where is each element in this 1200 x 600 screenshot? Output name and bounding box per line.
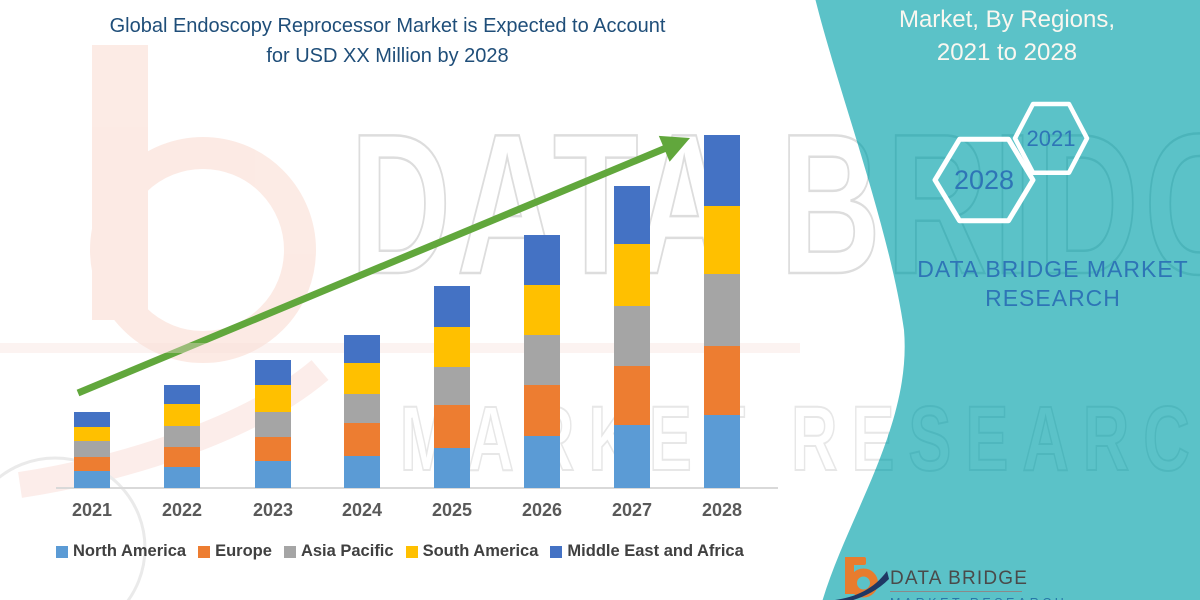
legend-swatch-europe <box>198 545 211 558</box>
panel-brand-text: DATA BRIDGE MARKET RESEARCH <box>880 255 1200 313</box>
bar-segment-middle-east-and-africa-2028 <box>704 135 740 206</box>
legend-item-asia-pacific: Asia Pacific <box>283 542 394 561</box>
bar-segment-south-america-2022 <box>164 404 200 426</box>
legend-swatch-middle-east-and-africa <box>550 545 563 558</box>
bar-segment-south-america-2023 <box>255 385 291 412</box>
bar-segment-asia-pacific-2021 <box>74 441 110 457</box>
bar-segment-asia-pacific-2024 <box>344 394 380 423</box>
bar-segment-north-america-2028 <box>704 415 740 488</box>
plot-area: 2021 2022 2023 2024 2025 2026 2027 2028 <box>71 135 743 520</box>
legend-label-asia-pacific: Asia Pacific <box>300 542 394 560</box>
bar-segment-middle-east-and-africa-2027 <box>614 186 650 244</box>
data-bridge-b-icon <box>835 557 889 600</box>
panel-heading-line2: 2021 to 2028 <box>936 39 1078 66</box>
trend-arrow <box>76 135 690 397</box>
bar-segment-south-america-2028 <box>704 206 740 274</box>
bar-2024 <box>344 335 380 488</box>
bar-segment-north-america-2023 <box>255 461 291 488</box>
faint-circle-watermark <box>0 456 147 600</box>
legend-swatch-asia-pacific <box>283 545 296 558</box>
legend-item-middle-east-and-africa: Middle East and Africa <box>550 542 744 561</box>
bar-2028 <box>704 135 740 488</box>
legend-swatch-south-america <box>405 545 418 558</box>
hexagon-2021-label: 2021 <box>1027 126 1076 151</box>
bar-segment-asia-pacific-2027 <box>614 306 650 366</box>
legend-label-middle-east-and-africa: Middle East and Africa <box>567 542 744 560</box>
legend-item-north-america: North America <box>56 542 186 561</box>
bar-segment-europe-2027 <box>614 366 650 425</box>
footer-logo-name: DATA BRIDGE <box>890 568 1029 589</box>
bar-segment-north-america-2024 <box>344 456 380 488</box>
bar-segment-south-america-2024 <box>344 363 380 394</box>
bar-segment-asia-pacific-2026 <box>524 335 560 385</box>
bar-segment-south-america-2026 <box>524 285 560 335</box>
bar-segment-europe-2023 <box>255 437 291 461</box>
x-axis-label-2022: 2022 <box>161 500 203 520</box>
bar-segment-middle-east-and-africa-2021 <box>74 412 110 427</box>
bar-segment-north-america-2027 <box>614 425 650 488</box>
legend: North America Europe Asia Pacific South Ame… <box>56 542 744 561</box>
x-axis-label-2023: 2023 <box>252 500 294 520</box>
legend-swatch-north-america <box>56 545 68 558</box>
bar-2027 <box>614 186 650 488</box>
bar-segment-south-america-2027 <box>614 244 650 306</box>
panel-brand-line2: RESEARCH <box>985 285 1121 311</box>
bar-segment-asia-pacific-2023 <box>255 412 291 437</box>
bar-segment-asia-pacific-2028 <box>704 274 740 346</box>
bar-segment-north-america-2022 <box>164 467 200 488</box>
x-axis-label-2027: 2027 <box>611 500 653 520</box>
bar-segment-europe-2021 <box>74 457 110 471</box>
logo-swoosh-icon <box>835 571 889 600</box>
chart-title-line2: for USD XX Million by 2028 <box>266 45 509 67</box>
footer-logo-subtitle: MARKET RESEARCH <box>890 596 1067 600</box>
side-panel-shape <box>815 0 1200 600</box>
panel-brand-line1: DATA BRIDGE MARKET <box>917 256 1189 282</box>
bar-segment-europe-2028 <box>704 346 740 415</box>
bar-segment-europe-2025 <box>434 405 470 448</box>
legend-item-europe: Europe <box>198 542 272 561</box>
x-axis-label-2025: 2025 <box>431 500 473 520</box>
bar-2025 <box>434 286 470 488</box>
panel-heading-line1: Market, By Regions, <box>898 6 1116 33</box>
bar-segment-north-america-2021 <box>74 471 110 488</box>
bar-segment-north-america-2026 <box>524 436 560 488</box>
hexagon-2021 <box>1012 101 1090 175</box>
legend-label-europe: Europe <box>215 542 272 560</box>
hexagon-2028-label: 2028 <box>954 165 1014 195</box>
panel-heading: Global Endoscopy Reprocessor Market, By … <box>830 0 1184 69</box>
bar-segment-asia-pacific-2022 <box>164 426 200 447</box>
bar-segment-asia-pacific-2025 <box>434 367 470 405</box>
bar-2022 <box>164 385 200 488</box>
footer-logo-underline <box>890 591 1022 592</box>
x-axis-label-2024: 2024 <box>341 500 383 520</box>
bar-segment-middle-east-and-africa-2022 <box>164 385 200 404</box>
bar-segment-europe-2026 <box>524 385 560 436</box>
bar-2023 <box>255 360 291 488</box>
bar-segment-middle-east-and-africa-2026 <box>524 235 560 285</box>
bar-2021 <box>74 412 110 488</box>
bar-segment-south-america-2025 <box>434 327 470 367</box>
x-axis-label-2026: 2026 <box>521 500 563 520</box>
bar-2026 <box>524 235 560 488</box>
x-axis-line <box>56 487 778 489</box>
bar-segment-middle-east-and-africa-2023 <box>255 360 291 385</box>
faint-pink-band <box>0 343 800 353</box>
bar-segment-europe-2022 <box>164 447 200 467</box>
legend-item-south-america: South America <box>405 542 539 561</box>
bar-segment-middle-east-and-africa-2024 <box>344 335 380 363</box>
bar-segment-europe-2024 <box>344 423 380 456</box>
x-axis-label-2021: 2021 <box>71 500 113 520</box>
bar-segment-south-america-2021 <box>74 427 110 441</box>
hexagon-2028 <box>932 136 1036 224</box>
x-axis-label-2028: 2028 <box>701 500 743 520</box>
chart-title-line1: Global Endoscopy Reprocessor Market is E… <box>109 15 666 37</box>
legend-label-north-america: North America <box>73 542 187 560</box>
legend-label-south-america: South America <box>422 542 539 560</box>
chart-title: Global Endoscopy Reprocessor Market is E… <box>5 11 770 71</box>
bar-segment-north-america-2025 <box>434 448 470 488</box>
bar-segment-middle-east-and-africa-2025 <box>434 286 470 327</box>
